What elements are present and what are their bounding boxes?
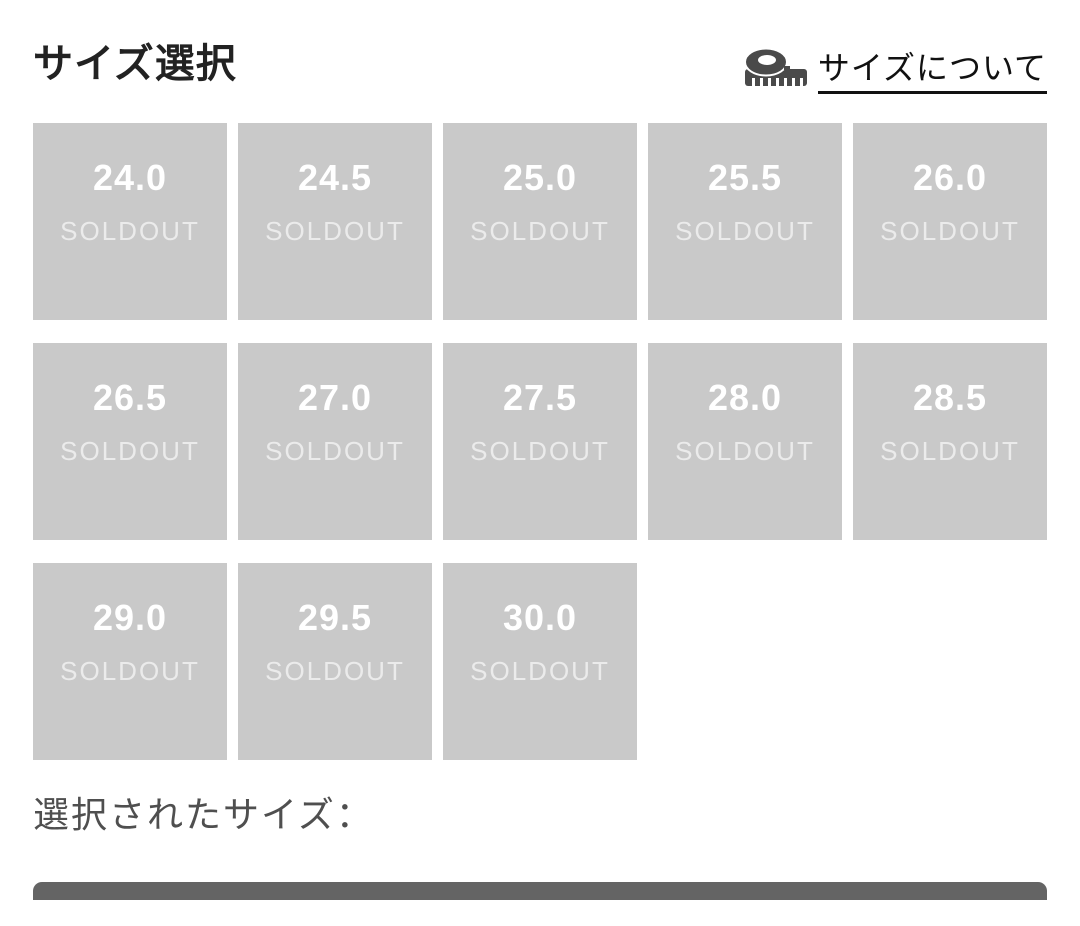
size-tile[interactable]: 30.0 SOLDOUT [443, 563, 637, 760]
size-guide-label: サイズについて [817, 50, 1047, 94]
selected-size-row: 選択されたサイズ： [33, 793, 1047, 837]
size-tile[interactable]: 27.5 SOLDOUT [443, 343, 637, 540]
size-grid: 24.0 SOLDOUT 24.5 SOLDOUT 25.0 SOLDOUT 2… [33, 123, 1047, 760]
soldout-label: SOLDOUT [265, 436, 405, 466]
size-value: 24.0 [92, 157, 168, 198]
measuring-tape-icon [743, 48, 808, 94]
size-value: 26.5 [92, 377, 168, 418]
size-tile[interactable]: 29.5 SOLDOUT [238, 563, 432, 760]
size-tile[interactable]: 25.5 SOLDOUT [648, 123, 842, 320]
soldout-label: SOLDOUT [675, 216, 815, 246]
size-tile[interactable]: 29.0 SOLDOUT [33, 563, 227, 760]
soldout-label: SOLDOUT [60, 436, 200, 466]
size-value: 28.0 [707, 377, 783, 418]
soldout-label: SOLDOUT [265, 216, 405, 246]
soldout-label: SOLDOUT [60, 656, 200, 686]
size-value: 24.5 [297, 157, 373, 198]
size-tile[interactable]: 28.5 SOLDOUT [853, 343, 1047, 540]
soldout-label: SOLDOUT [470, 216, 610, 246]
size-tile[interactable]: 25.0 SOLDOUT [443, 123, 637, 320]
size-tile[interactable]: 27.0 SOLDOUT [238, 343, 432, 540]
soldout-label: SOLDOUT [675, 436, 815, 466]
size-value: 27.5 [502, 377, 578, 418]
size-tile[interactable]: 28.0 SOLDOUT [648, 343, 842, 540]
page-title: サイズ選択 [33, 42, 237, 86]
soldout-label: SOLDOUT [470, 656, 610, 686]
size-value: 28.5 [912, 377, 988, 418]
size-value: 30.0 [502, 597, 578, 638]
size-guide-link[interactable]: サイズについて [743, 48, 1047, 94]
size-value: 25.5 [707, 157, 783, 198]
soldout-label: SOLDOUT [60, 216, 200, 246]
soldout-label: SOLDOUT [880, 436, 1020, 466]
size-tile[interactable]: 26.0 SOLDOUT [853, 123, 1047, 320]
size-tile[interactable]: 24.5 SOLDOUT [238, 123, 432, 320]
size-value: 26.0 [912, 157, 988, 198]
size-value: 29.5 [297, 597, 373, 638]
soldout-label: SOLDOUT [880, 216, 1020, 246]
size-value: 27.0 [297, 377, 373, 418]
size-value: 29.0 [92, 597, 168, 638]
bottom-bar-partial[interactable] [33, 882, 1047, 900]
selected-size-label: 選択されたサイズ： [33, 794, 374, 835]
soldout-label: SOLDOUT [470, 436, 610, 466]
size-tile[interactable]: 26.5 SOLDOUT [33, 343, 227, 540]
size-tile[interactable]: 24.0 SOLDOUT [33, 123, 227, 320]
size-selection-section: サイズ選択 サイズについて [0, 40, 1080, 900]
section-header: サイズ選択 サイズについて [33, 40, 1047, 94]
size-value: 25.0 [502, 157, 578, 198]
soldout-label: SOLDOUT [265, 656, 405, 686]
